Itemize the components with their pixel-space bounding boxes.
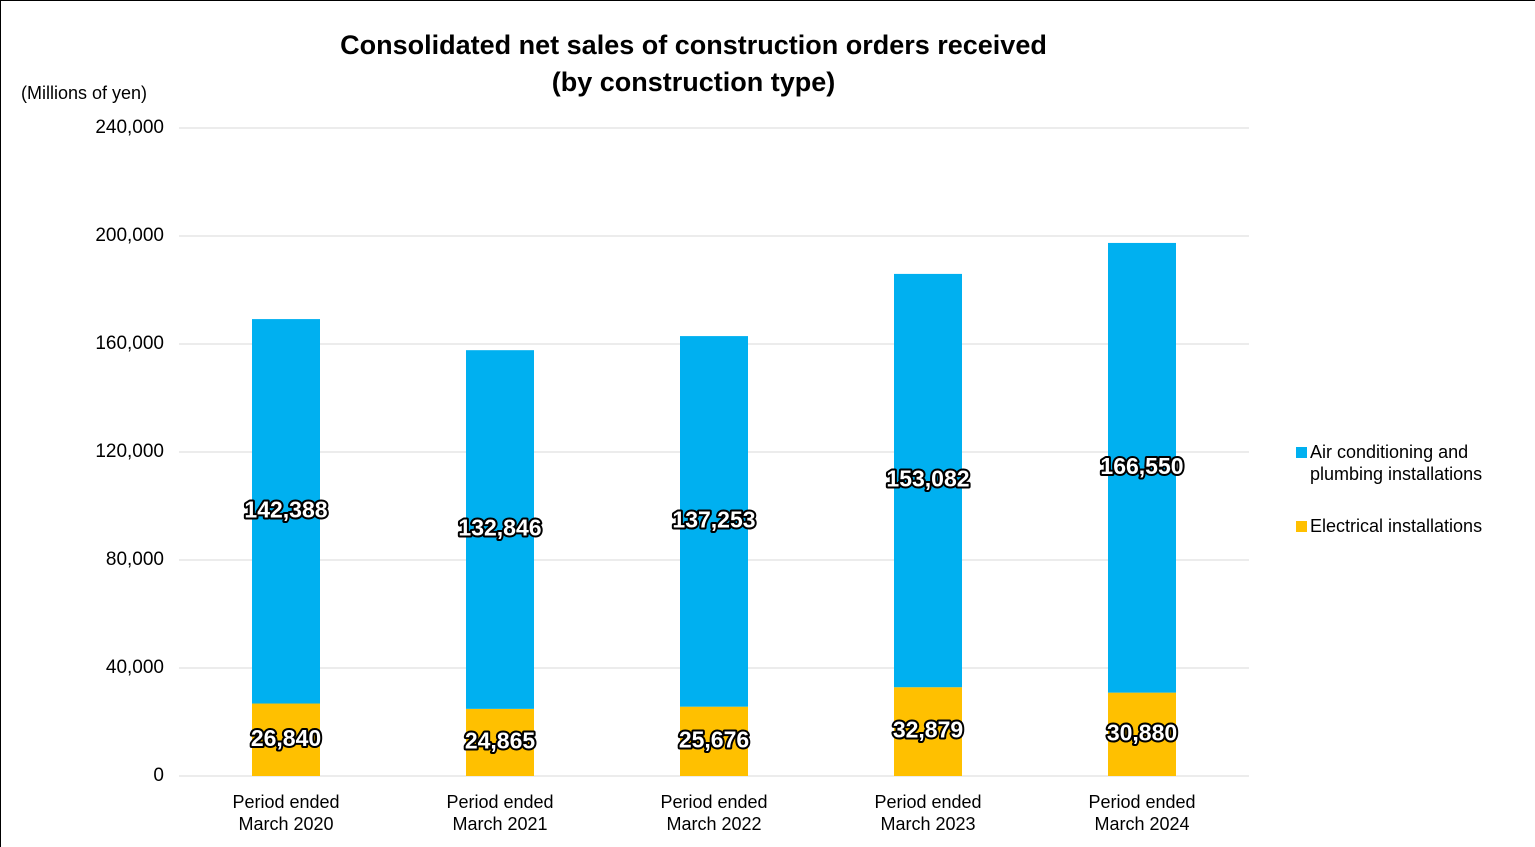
y-tick-label: 40,000: [105, 657, 164, 678]
bar-segment: [466, 350, 534, 709]
y-tick-label: 200,000: [95, 225, 164, 246]
x-tick-label: Period ended March 2023: [874, 792, 982, 834]
bar-segment: [680, 706, 748, 776]
data-label: 30,880: [1107, 719, 1177, 745]
bar-segment: [466, 708, 534, 776]
legend-label: Electrical installations: [1310, 516, 1483, 536]
legend-label: Air conditioning and plumbing installati…: [1310, 442, 1483, 484]
y-tick-label: 160,000: [95, 333, 164, 354]
y-tick-label: 120,000: [95, 441, 164, 462]
x-tick-label: Period ended March 2024: [1088, 792, 1196, 834]
y-tick-label: 240,000: [95, 117, 164, 138]
data-label: 26,840: [251, 725, 321, 751]
y-tick-label: 80,000: [105, 549, 164, 570]
bar-segment: [1108, 242, 1176, 693]
data-label: 132,846: [458, 515, 541, 541]
bar-segment: [894, 273, 962, 688]
x-tick-label: Period ended March 2021: [446, 792, 554, 834]
bar-segment: [1108, 692, 1176, 776]
x-tick-label: Period ended March 2022: [660, 792, 768, 834]
data-label: 166,550: [1100, 453, 1183, 479]
bar-segment: [252, 319, 320, 704]
bar-segment: [252, 703, 320, 776]
bar-segment: [894, 687, 962, 776]
bar-segment: [680, 336, 748, 707]
data-label: 142,388: [244, 496, 327, 522]
y-axis-label: (Millions of yen): [21, 83, 148, 103]
chart-title: Consolidated net sales of construction o…: [340, 30, 1047, 97]
legend-swatch: [1296, 521, 1307, 532]
data-label: 25,676: [679, 726, 749, 752]
data-label: 153,082: [886, 466, 969, 492]
x-tick-label: Period ended March 2020: [232, 792, 340, 834]
data-label: 24,865: [465, 728, 536, 754]
y-tick-label: 0: [153, 765, 164, 786]
data-label: 32,879: [893, 717, 963, 743]
legend-swatch: [1296, 447, 1307, 458]
data-label: 137,253: [672, 506, 755, 532]
